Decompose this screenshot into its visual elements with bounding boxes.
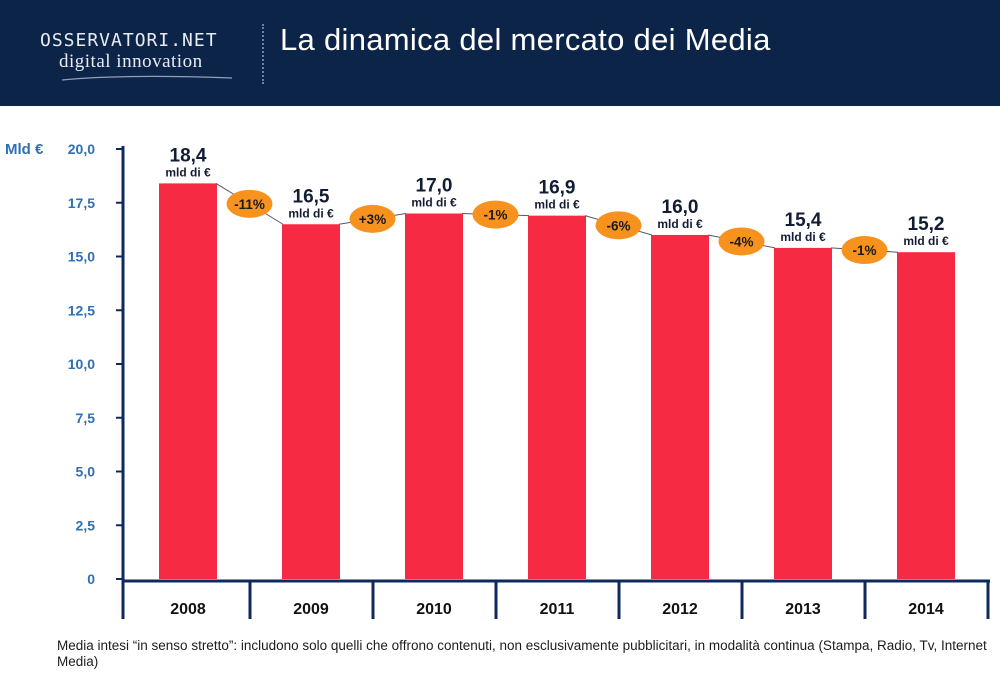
change-badge-label: -4% — [729, 234, 753, 249]
badges-layer: -11% +3% -1% -6% -4% -1% — [226, 189, 888, 265]
y-axis-title: Mld € — [5, 141, 44, 158]
data-label-value: 16,0 — [662, 197, 699, 218]
data-label-value: 18,4 — [170, 145, 207, 166]
change-badge — [472, 200, 519, 229]
data-label-unit: mld di € — [165, 165, 211, 179]
x-tick-label: 2011 — [540, 601, 575, 618]
change-badge — [841, 236, 888, 265]
x-tick-label: 2014 — [908, 601, 944, 618]
data-label-unit: mld di € — [288, 206, 334, 220]
y-tick-label: 5,0 — [76, 464, 96, 480]
y-tick-label: 17,5 — [68, 195, 95, 211]
footnote: Media intesi “in senso stretto”: includo… — [57, 638, 987, 669]
bar-2009 — [282, 224, 340, 579]
bars-layer — [159, 183, 955, 579]
change-badge-label: +3% — [359, 212, 386, 227]
data-label-value: 17,0 — [416, 176, 453, 197]
x-tick-label: 2010 — [416, 601, 452, 618]
logo-text: OSSERVATORI.NET — [40, 30, 218, 51]
bar-2011 — [528, 215, 586, 579]
change-badge-label: -6% — [606, 218, 630, 233]
logo-swoosh-icon — [62, 75, 232, 81]
bar-2013 — [774, 247, 832, 579]
y-tick-label: 15,0 — [68, 249, 95, 265]
change-badge — [595, 211, 642, 240]
y-tick-label: 7,5 — [76, 410, 96, 426]
bar-2008 — [159, 183, 217, 579]
change-badge-label: -1% — [483, 208, 507, 223]
x-tick-label: 2013 — [785, 601, 821, 618]
bar-2014 — [897, 252, 955, 579]
y-tick-label: 20,0 — [68, 141, 95, 157]
data-label-unit: mld di € — [903, 234, 949, 248]
page-title: La dinamica del mercato dei Media — [280, 22, 771, 57]
bar-2012 — [651, 235, 709, 579]
x-tick-label: 2008 — [170, 601, 206, 618]
data-label-unit: mld di € — [657, 217, 703, 231]
y-tick-label: 12,5 — [68, 302, 95, 318]
data-label-unit: mld di € — [780, 230, 826, 244]
y-tick-label: 10,0 — [68, 356, 95, 372]
data-label-value: 16,9 — [539, 178, 576, 199]
x-tick-label: 2012 — [662, 601, 698, 618]
axis-layer: 0 2,5 5,0 7,5 10,0 12,5 15,0 17,5 20,0 Mld € 2008 2… — [5, 141, 990, 619]
change-badge — [718, 227, 765, 256]
change-badge-label: -11% — [234, 197, 265, 212]
change-badge-label: -1% — [852, 243, 876, 258]
data-label-value: 15,2 — [908, 214, 945, 235]
change-badge — [226, 189, 273, 218]
bar-2010 — [405, 213, 463, 579]
x-tick-label: 2009 — [293, 601, 329, 618]
y-tick-label: 2,5 — [76, 517, 96, 533]
header-banner: OSSERVATORI.NET digital innovation La di… — [0, 0, 1000, 106]
header-divider — [262, 24, 264, 84]
bar-chart: 0 2,5 5,0 7,5 10,0 12,5 15,0 17,5 20,0 Mld € 2008 2… — [5, 141, 990, 619]
logo-tagline: digital innovation — [59, 51, 203, 72]
change-badge — [349, 204, 396, 233]
y-tick-label: 0 — [87, 571, 95, 587]
data-label-value: 15,4 — [785, 210, 822, 231]
data-label-unit: mld di € — [534, 198, 580, 212]
data-label-value: 16,5 — [293, 186, 330, 207]
data-label-unit: mld di € — [411, 196, 457, 210]
